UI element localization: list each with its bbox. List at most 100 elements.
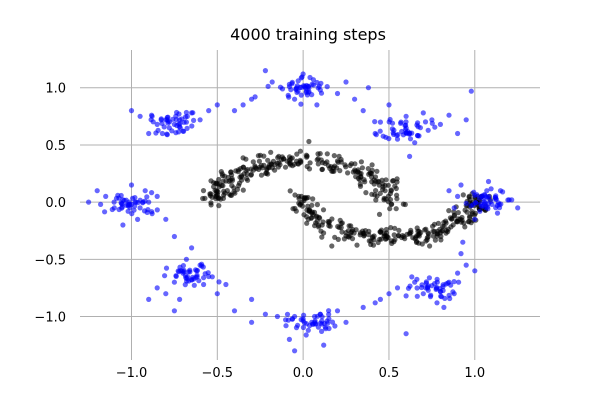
moon-point bbox=[258, 172, 265, 178]
x-tick-label: 0.5 bbox=[379, 366, 400, 381]
ring-point bbox=[119, 201, 125, 207]
ring-point bbox=[389, 120, 396, 126]
ring-point bbox=[434, 279, 440, 285]
moon-point bbox=[304, 220, 310, 226]
moon-point bbox=[275, 164, 281, 170]
moon-point bbox=[373, 188, 379, 194]
ring-point bbox=[214, 102, 220, 108]
ring-point bbox=[299, 74, 305, 80]
moon-point bbox=[381, 197, 387, 203]
ring-point bbox=[128, 182, 135, 188]
ring-point bbox=[343, 79, 349, 85]
moon-point bbox=[372, 192, 378, 198]
moon-point bbox=[326, 220, 332, 226]
moon-point bbox=[338, 220, 344, 227]
moon-point bbox=[208, 191, 214, 197]
moon-point bbox=[430, 228, 436, 234]
ring-point bbox=[149, 112, 155, 118]
ring-point bbox=[463, 262, 469, 268]
ring-point bbox=[206, 108, 212, 114]
moon-point bbox=[310, 211, 316, 217]
ring-point bbox=[446, 188, 452, 194]
ring-point bbox=[319, 328, 325, 334]
moon-point bbox=[468, 220, 474, 226]
moon-point bbox=[214, 181, 221, 187]
ring-point bbox=[165, 120, 171, 126]
ring-point bbox=[284, 311, 291, 317]
ring-point bbox=[277, 84, 284, 90]
moon-point bbox=[388, 187, 394, 193]
ring-point bbox=[194, 274, 200, 280]
y-axis: 1.0 0.5 0.0 −0.5 −1.0 bbox=[34, 82, 66, 326]
ring-point bbox=[310, 82, 317, 88]
ring-point bbox=[343, 319, 349, 325]
moon-point bbox=[357, 183, 364, 189]
ring-point bbox=[417, 125, 423, 131]
moon-point bbox=[295, 161, 301, 167]
moon-point bbox=[383, 177, 389, 183]
ring-point bbox=[131, 207, 137, 213]
ring-point bbox=[409, 130, 415, 136]
ring-point bbox=[249, 319, 255, 325]
ring-point bbox=[360, 108, 366, 114]
ring-point bbox=[137, 205, 143, 211]
ring-point bbox=[249, 96, 255, 102]
x-axis: −1.0 −0.5 0.0 0.5 1.0 bbox=[116, 366, 485, 381]
moon-point bbox=[443, 228, 449, 234]
moon-point bbox=[392, 183, 398, 189]
ring-point bbox=[196, 278, 202, 284]
ring-point bbox=[181, 128, 187, 134]
ring-point bbox=[154, 207, 160, 213]
ring-point bbox=[214, 291, 220, 297]
ring-point bbox=[451, 279, 457, 285]
ring-point bbox=[415, 133, 421, 139]
ring-point bbox=[144, 209, 150, 215]
ring-point bbox=[184, 125, 190, 131]
moon-point bbox=[385, 182, 391, 188]
moon-point bbox=[388, 225, 394, 231]
moon-point bbox=[385, 234, 391, 241]
ring-point bbox=[240, 102, 246, 108]
moon-point bbox=[228, 169, 234, 175]
ring-point bbox=[223, 281, 229, 288]
moon-point bbox=[341, 236, 347, 242]
ring-point bbox=[109, 206, 115, 213]
moon-point bbox=[370, 234, 376, 240]
ring-point bbox=[135, 216, 141, 222]
moon-point bbox=[208, 202, 214, 208]
ring-point bbox=[488, 186, 494, 192]
moon-point bbox=[389, 240, 395, 246]
ring-point bbox=[446, 112, 452, 118]
ring-point bbox=[441, 304, 447, 310]
ring-point bbox=[427, 294, 434, 300]
ring-point bbox=[183, 109, 189, 116]
ring-point bbox=[169, 128, 175, 134]
y-tick-label: −1.0 bbox=[34, 311, 66, 326]
ring-point bbox=[496, 205, 503, 211]
ring-point bbox=[154, 121, 160, 127]
ring-point bbox=[485, 195, 491, 201]
moon-point bbox=[327, 165, 333, 171]
ring-point bbox=[197, 117, 203, 123]
moon-point bbox=[376, 211, 383, 217]
ring-point bbox=[446, 292, 452, 298]
moon-point bbox=[425, 234, 431, 240]
ring-point bbox=[163, 216, 169, 222]
ring-point bbox=[419, 282, 425, 288]
ring-point bbox=[182, 114, 189, 120]
moon-point bbox=[462, 207, 468, 213]
ring-point bbox=[407, 153, 413, 159]
ring-point bbox=[86, 199, 92, 205]
ring-point bbox=[231, 308, 238, 314]
ring-point bbox=[390, 130, 396, 136]
ring-point bbox=[149, 190, 155, 196]
moon-point bbox=[304, 163, 310, 170]
ring-point bbox=[515, 205, 521, 211]
ring-point bbox=[300, 318, 306, 324]
ring-point bbox=[201, 275, 207, 281]
moon-point bbox=[216, 195, 222, 201]
ring-point bbox=[274, 313, 280, 320]
moon-point bbox=[244, 166, 250, 173]
moon-point bbox=[320, 207, 327, 213]
ring-point bbox=[294, 89, 300, 95]
